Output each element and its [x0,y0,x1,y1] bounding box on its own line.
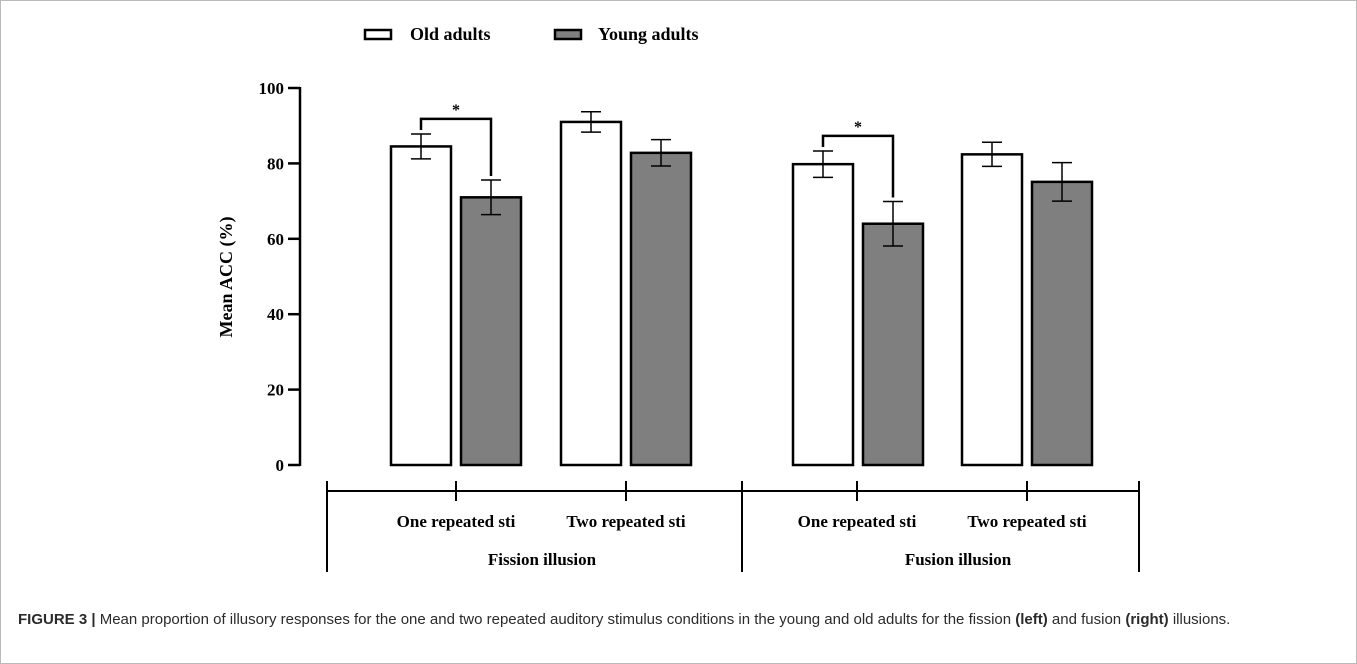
significance-brackets: ** [419,102,895,198]
x-condition-label: Two repeated sti [566,512,686,531]
significance-marker: * [452,102,460,119]
x-condition-label: One repeated sti [798,512,917,531]
caption-text-a: Mean proportion of illusory responses fo… [95,611,1016,628]
caption-left-word: (left) [1015,611,1048,628]
bars [389,120,1094,467]
legend-swatch-old-adults [363,28,393,41]
error-bars [411,111,1072,247]
caption-text-c: illusions. [1168,611,1231,628]
x-axis: One repeated sti Two repeated sti Fission … [326,481,1140,572]
x-group-label: Fusion illusion [905,550,1012,569]
y-tick-label: 100 [259,79,285,98]
bar-young [629,151,693,467]
bar-old [559,120,623,467]
y-axis-title: Mean ACC (%) [216,217,237,338]
bar-old [960,153,1024,467]
significance-bracket [419,117,493,176]
figure-caption: FIGURE 3 | Mean proportion of illusory r… [18,609,1338,631]
bar-chart: Old adults Young adults 0 20 40 60 80 100 Mean … [216,24,1140,572]
legend: Old adults Young adults [363,24,699,44]
x-condition-label: Two repeated sti [967,512,1087,531]
caption-right-word: (right) [1125,611,1169,628]
significance-marker: * [854,119,862,136]
bar-young [1030,180,1094,467]
y-axis: 0 20 40 60 80 100 Mean ACC (%) [216,79,302,475]
significance-bracket [821,134,895,198]
legend-swatch-young-adults [553,28,583,41]
x-condition-label: One repeated sti [397,512,516,531]
y-tick-label: 20 [267,381,284,400]
bar-young [459,196,523,467]
bar-young [861,222,925,467]
y-tick-label: 80 [267,154,284,173]
bar-old [389,145,453,467]
y-tick-label: 40 [267,305,284,324]
y-tick-label: 0 [276,456,285,475]
legend-label-old-adults: Old adults [410,24,491,44]
x-group-label: Fission illusion [488,550,597,569]
y-tick-label: 60 [267,230,284,249]
caption-figure-label: FIGURE 3 | [18,611,96,628]
legend-label-young-adults: Young adults [598,24,699,44]
bar-old [791,162,855,467]
caption-text-b: and fusion [1047,611,1126,628]
